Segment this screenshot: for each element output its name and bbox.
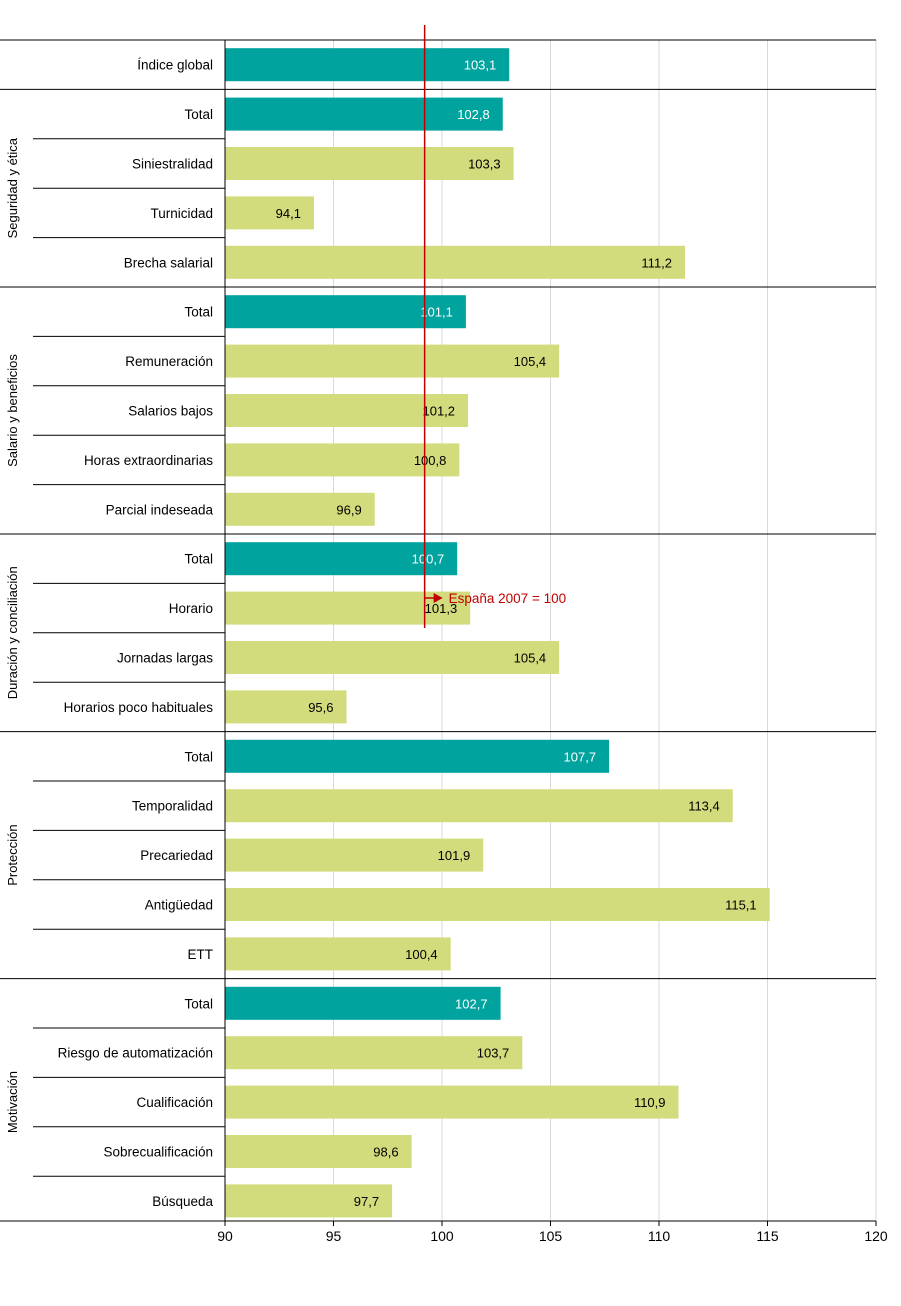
bars: 103,1 102,8 103,3 94,1 111,2 101,1 105,4 101,2 1… [225,48,770,1218]
bar-value-label: 107,7 [564,749,597,764]
bar-value-label: 105,4 [514,651,547,666]
group-label: Motivación [5,1071,20,1133]
bar-sub [225,937,451,971]
reference-arrow-head [433,593,443,603]
group-label: Salario y beneficios [5,354,20,467]
bar-value-label: 101,2 [422,404,455,419]
category-label: Precariedad [140,848,213,863]
x-tick-label: 105 [539,1228,563,1244]
bar-sub [225,492,375,526]
category-label: Cualificación [136,1095,213,1110]
bar-value-label: 101,1 [420,305,453,320]
category-label: Brecha salarial [124,255,213,270]
bar-sub [225,196,314,230]
bar-value-label: 100,7 [412,552,445,567]
category-label: Jornadas largas [117,651,213,666]
category-label: Antigüedad [145,898,213,913]
x-tick-label: 120 [864,1228,888,1244]
bar-value-label: 101,9 [438,848,471,863]
reference-label: España 2007 = 100 [449,591,566,606]
category-label: Índice global [137,58,213,73]
group-label: Protección [5,824,20,885]
bar-sub [225,1184,393,1218]
category-label: Horario [169,601,213,616]
category-label: Total [184,552,213,567]
bar-sub [225,394,469,427]
bar-total [225,97,503,131]
group-label: Duración y conciliación [5,566,20,699]
bar-value-label: 115,1 [725,898,757,913]
category-label: Riesgo de automatización [58,1046,213,1061]
bar-total [225,739,610,773]
bar-value-label: 103,1 [464,58,497,73]
bar-value-label: 111,2 [641,255,672,270]
bar-sub [225,1085,679,1119]
bar-value-label: 96,9 [336,502,361,517]
bar-sub [225,344,560,378]
bar-sub [225,888,770,921]
category-label: Horas extraordinarias [84,453,213,468]
bar-indice-global [225,48,510,82]
bar-value-label: 97,7 [354,1194,379,1209]
bar-value-label: 100,8 [414,453,447,468]
category-label: Siniestralidad [132,157,213,172]
category-label: Salarios bajos [128,404,213,419]
category-label: Búsqueda [152,1194,213,1209]
category-label: Horarios poco habituales [64,700,214,715]
bar-total [225,295,466,329]
bar-sub [225,1135,412,1168]
bar-value-label: 110,9 [634,1095,666,1110]
bar-total [225,986,501,1020]
category-separators [0,39,876,1177]
bar-sub [225,690,347,724]
bar-value-label: 102,7 [455,996,488,1011]
bar-value-label: 101,3 [425,601,458,616]
x-tick-label: 100 [430,1228,454,1244]
bar-value-label: 103,3 [468,157,501,172]
bar-value-label: 105,4 [514,354,547,369]
bar-value-label: 100,4 [405,947,438,962]
bar-sub [225,838,484,872]
x-tick-label: 95 [326,1228,342,1244]
reference-line-group: España 2007 = 100 [423,25,566,628]
x-axis: 90 95 100 105 110 115 120 [0,40,888,1244]
category-label: Remuneración [125,354,213,369]
bar-value-label: 102,8 [457,107,490,122]
category-label: Total [184,305,213,320]
x-tick-label: 110 [648,1228,671,1244]
category-label: Turnicidad [150,206,213,221]
category-label: Parcial indeseada [106,502,214,517]
x-tick-label: 115 [756,1228,779,1244]
group-labels: Seguridad y ética Salario y beneficios Dur… [5,137,20,1133]
category-label: Total [184,749,213,764]
category-label: Total [184,996,213,1011]
bar-value-label: 103,7 [477,1046,510,1061]
bar-value-label: 98,6 [373,1145,398,1160]
bar-sub [225,443,460,477]
category-labels: Índice global Total Siniestralidad Turnicid… [58,58,214,1209]
bar-value-label: 113,4 [688,799,720,814]
bar-sub [225,147,514,180]
gridlines [333,40,877,1221]
category-label: Total [184,107,213,122]
category-label: Temporalidad [132,799,213,814]
bar-sub [225,641,560,674]
bar-sub [225,591,471,625]
bar-sub [225,1036,523,1070]
category-label: Sobrecualificación [103,1145,213,1160]
bar-value-label: 94,1 [276,206,301,221]
bar-sub [225,245,686,279]
bar-sub [225,789,733,823]
bar-value-label: 95,6 [308,700,333,715]
bar-total [225,542,458,576]
category-label: ETT [188,947,214,962]
group-label: Seguridad y ética [5,137,20,238]
x-tick-label: 90 [217,1228,233,1244]
